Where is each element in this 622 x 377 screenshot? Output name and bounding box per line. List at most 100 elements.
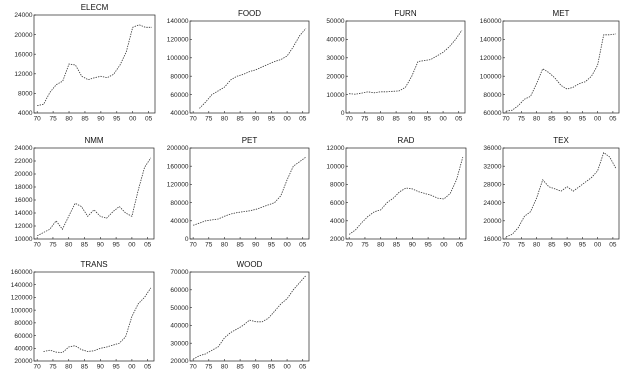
panel-title: RAD (398, 136, 415, 145)
y-tick-label: 30000 (326, 55, 344, 62)
x-tick-label: 90 (97, 242, 105, 249)
x-tick-label: 70 (502, 242, 510, 249)
y-tick-label: 36000 (483, 145, 501, 152)
y-tick-label: 160000 (167, 163, 189, 170)
y-tick-label: 70000 (170, 269, 188, 276)
x-tick-label: 95 (268, 242, 276, 249)
x-tick-label: 85 (393, 242, 401, 249)
x-tick-label: 75 (205, 364, 213, 371)
y-tick-label: 40000 (14, 345, 32, 352)
x-tick-label: 00 (129, 116, 137, 123)
y-tick-label: 40000 (170, 110, 188, 117)
x-tick-label: 85 (236, 242, 244, 249)
plot-frame (33, 147, 155, 240)
x-tick-label: 80 (221, 364, 229, 371)
y-tick-label: 12000 (326, 145, 344, 152)
y-tick-label: 24000 (14, 12, 32, 19)
panel-title: PET (242, 136, 258, 145)
panel-title: TEX (553, 136, 569, 145)
y-tick-label: 100000 (11, 307, 33, 314)
x-tick-label: 75 (518, 116, 526, 123)
x-tick-label: 00 (594, 242, 602, 249)
panel-trans: TRANS 20000 40000 60000 80000 100000 120000 140… (11, 260, 155, 371)
x-tick-label: 05 (299, 116, 307, 123)
y-tick-label: 40000 (170, 218, 188, 225)
x-tick-label: 70 (34, 116, 42, 123)
x-tick-label: 70 (190, 364, 198, 371)
panel-furn: FURN 0 10000 20000 30000 40000 50000 70 75 80 85 90… (326, 9, 466, 123)
panel-title: TRANS (80, 260, 107, 269)
x-tick-label: 80 (533, 242, 541, 249)
y-tick-label: 140000 (11, 282, 33, 289)
x-tick-label: 70 (346, 242, 354, 249)
plot-frame (345, 147, 467, 240)
x-tick-label: 75 (361, 242, 369, 249)
x-tick-label: 05 (299, 364, 307, 371)
x-tick-label: 05 (609, 116, 617, 123)
x-tick-label: 70 (502, 116, 510, 123)
y-tick-label: 80000 (170, 200, 188, 207)
y-tick-label: 24000 (483, 200, 501, 207)
y-tick-label: 40000 (326, 37, 344, 44)
panel-title: NMM (84, 136, 103, 145)
y-tick-label: 60000 (170, 287, 188, 294)
y-tick-label: 20000 (326, 73, 344, 80)
y-tick-label: 24000 (14, 145, 32, 152)
y-tick-label: 12000 (14, 71, 32, 78)
y-tick-label: 22000 (14, 158, 32, 165)
x-tick-label: 00 (440, 242, 448, 249)
y-tick-label: 28000 (483, 182, 501, 189)
y-tick-label: 4000 (330, 218, 345, 225)
x-tick-label: 70 (190, 242, 198, 249)
y-tick-label: 30000 (170, 340, 188, 347)
x-tick-label: 85 (548, 116, 556, 123)
y-tick-label: 60000 (170, 92, 188, 99)
series-line-pet (192, 156, 307, 226)
panel-met: MET 60000 80000 100000 120000 140000 160000 70 7… (480, 9, 620, 123)
x-tick-label: 90 (252, 242, 260, 249)
series-line-elecm (37, 24, 152, 107)
y-tick-label: 80000 (14, 320, 32, 327)
y-tick-label: 6000 (330, 200, 345, 207)
x-tick-label: 95 (579, 242, 587, 249)
x-tick-label: 70 (190, 116, 198, 123)
panel-title: ELECM (81, 3, 109, 12)
y-tick-label: 120000 (480, 55, 502, 62)
y-tick-label: 20000 (14, 171, 32, 178)
x-tick-label: 00 (283, 364, 291, 371)
x-tick-label: 05 (456, 242, 464, 249)
panel-tex: TEX 16000 20000 24000 28000 32000 36000 70 75 80 8… (483, 136, 620, 249)
y-tick-label: 20000 (14, 358, 32, 365)
y-tick-label: 50000 (326, 18, 344, 25)
x-tick-label: 95 (112, 242, 120, 249)
y-tick-label: 60000 (483, 110, 501, 117)
x-tick-label: 90 (563, 116, 571, 123)
y-tick-label: 80000 (483, 92, 501, 99)
x-tick-label: 00 (283, 116, 291, 123)
x-tick-label: 00 (594, 116, 602, 123)
x-tick-label: 95 (113, 116, 121, 123)
panel-nmm: NMM 10000 12000 14000 16000 18000 20000 22000 24… (14, 136, 155, 249)
panel-title: FOOD (238, 9, 261, 18)
y-tick-label: 20000 (483, 218, 501, 225)
x-tick-label: 05 (609, 242, 617, 249)
y-tick-label: 50000 (170, 305, 188, 312)
x-tick-label: 80 (221, 242, 229, 249)
x-tick-label: 90 (97, 364, 105, 371)
x-tick-label: 85 (548, 242, 556, 249)
x-tick-label: 90 (252, 116, 260, 123)
y-tick-label: 20000 (170, 358, 188, 365)
panel-title: FURN (394, 9, 416, 18)
x-tick-label: 85 (236, 116, 244, 123)
plot-frame (189, 20, 310, 114)
x-tick-label: 75 (49, 116, 57, 123)
y-tick-label: 10000 (326, 92, 344, 99)
x-tick-label: 95 (579, 116, 587, 123)
plot-frame (33, 271, 155, 362)
y-tick-label: 140000 (480, 37, 502, 44)
x-tick-label: 95 (268, 364, 276, 371)
x-tick-label: 80 (533, 116, 541, 123)
panel-wood: WOOD 20000 30000 40000 50000 60000 70000 70 75 80… (170, 260, 310, 371)
x-tick-label: 75 (49, 242, 57, 249)
